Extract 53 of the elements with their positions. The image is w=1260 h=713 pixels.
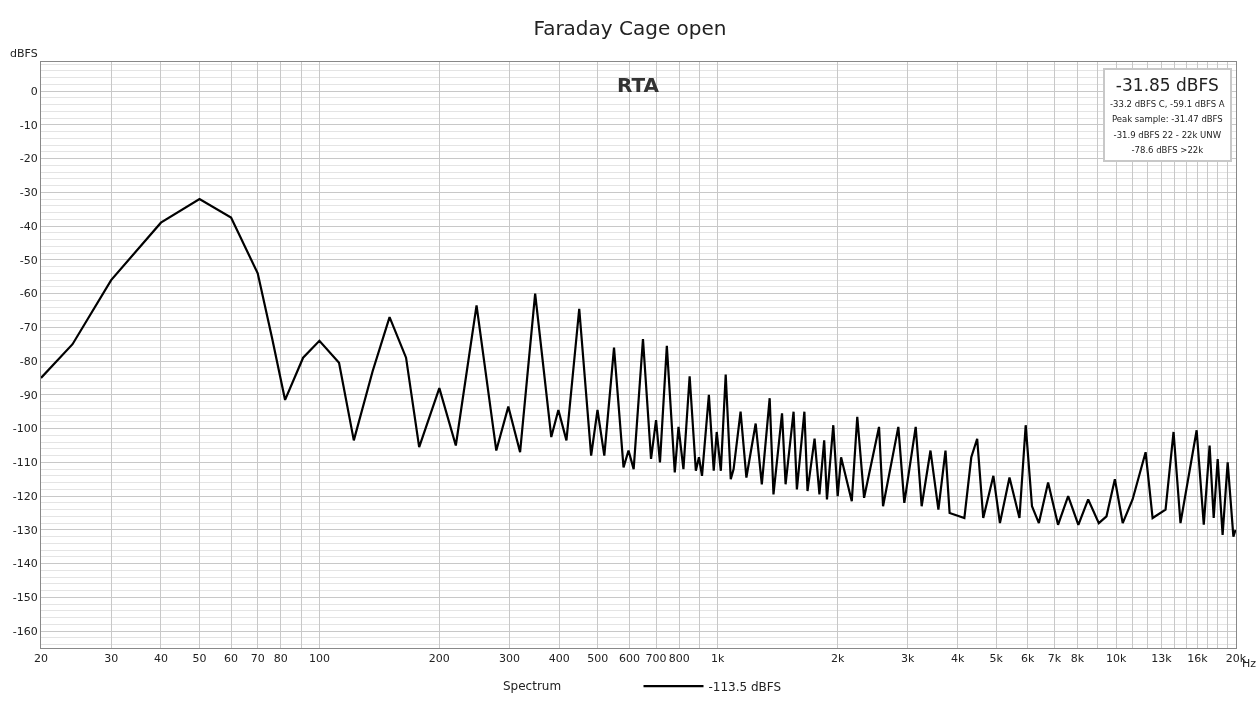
annotation: -31.85 dBFS [1115,75,1219,95]
x-tick-label: 700 [645,652,667,666]
x-tick-label: 500 [587,652,609,666]
y-tick-label: -160 [12,624,38,638]
y-tick-label: -80 [19,354,38,368]
x-tick-label: 80 [273,652,288,666]
y-tick-label: -110 [12,456,38,470]
y-tick-label: -120 [12,489,38,503]
x-tick-label: 4k [950,652,965,666]
x-tick-label: 200 [428,652,450,666]
x-tick-label: 400 [548,652,570,666]
x-tick-label: 1k [711,652,726,666]
annotation: -78.6 dBFS >22k [1131,145,1204,156]
x-tick-label: 13k [1151,652,1173,666]
y-axis-title: dBFS [10,47,38,60]
y-tick-label: -140 [12,557,38,571]
y-tick-label: -40 [19,219,38,233]
chart-title: Faraday Cage open [533,16,727,41]
annotation: -31.9 dBFS 22 - 22k UNW [1113,129,1222,140]
x-tick-label: 2k [830,652,845,666]
y-tick-label: -60 [19,287,38,301]
x-tick-label: 30 [104,652,119,666]
x-tick-label: 10k [1105,652,1127,666]
text: Spectrum [503,679,562,693]
y-tick-label: -30 [19,186,38,200]
x-tick-label: 8k [1070,652,1085,666]
x-tick-label: 6k [1021,652,1036,666]
y-tick-label: -10 [19,118,38,132]
annotation: -33.2 dBFS C, -59.1 dBFS A [1110,98,1225,109]
x-tick-label: 60 [224,652,239,666]
x-tick-label: 300 [498,652,520,666]
y-tick-label: -150 [12,591,38,605]
y-tick-label: -100 [12,422,38,436]
x-tick-label: 70 [250,652,265,666]
y-tick-label: -50 [19,253,38,267]
legend-label: -113.5 dBFS [708,679,782,694]
y-tick-label: -90 [19,388,38,402]
x-tick-label: 600 [618,652,640,666]
x-tick-label: 800 [668,652,690,666]
y-tick-label: -130 [12,523,38,537]
annotation: Peak sample: -31.47 dBFS [1111,114,1223,125]
x-tick-label: 7k [1047,652,1062,666]
x-tick-label: 5k [989,652,1004,666]
x-tick-label: 100 [308,652,330,666]
x-tick-label: 3k [901,652,916,666]
x-tick-label: 20 [34,652,48,666]
annotation: RTA [617,73,660,97]
x-tick-label: 50 [192,652,207,666]
y-tick-label: 0 [30,84,38,98]
x-tick-label: 16k [1187,652,1209,666]
y-tick-label: -70 [19,321,38,335]
x-tick-label: 40 [153,652,168,666]
y-tick-label: -20 [19,152,38,166]
